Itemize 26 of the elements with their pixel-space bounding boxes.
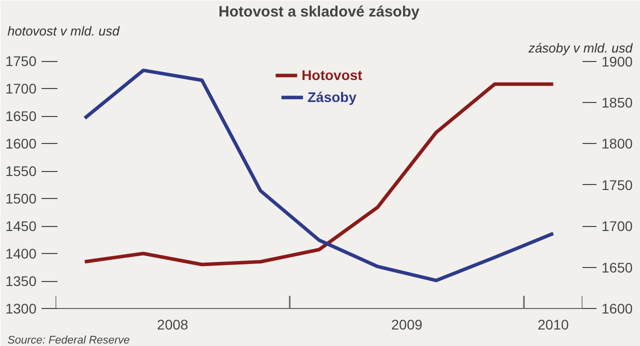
source-note: Source: Federal Reserve xyxy=(8,334,130,346)
x-tick-label: 2009 xyxy=(391,316,423,332)
y2-tick-label: 1600 xyxy=(602,300,633,316)
y-tick-label: 1350 xyxy=(5,273,37,289)
y-tick-label: 1550 xyxy=(5,163,37,179)
y-axis-title: hotovost v mld. usd xyxy=(8,24,120,38)
y-tick-label: 1400 xyxy=(5,246,37,262)
legend-label: Zásoby xyxy=(307,89,357,105)
y2-tick-label: 1750 xyxy=(602,176,633,193)
y-tick-label: 1700 xyxy=(5,80,37,96)
y-tick-label: 1750 xyxy=(5,53,37,69)
x-tick-label: 2010 xyxy=(538,316,570,332)
y-tick-label: 1650 xyxy=(5,108,37,124)
y2-tick-label: 1900 xyxy=(602,53,633,70)
x-tick-label: 2008 xyxy=(157,316,188,332)
y2-tick-label: 1650 xyxy=(602,259,633,276)
y2-axis-title: zásoby v mld. usd xyxy=(527,40,634,56)
y2-tick-label: 1800 xyxy=(602,136,633,152)
chart-title: Hotovost a skladové zásoby xyxy=(218,4,420,20)
y2-tick-label: 1700 xyxy=(602,218,633,234)
y-tick-label: 1600 xyxy=(5,136,37,152)
y-tick-label: 1500 xyxy=(5,190,37,206)
y-tick-label: 1300 xyxy=(5,300,37,316)
legend-label: Hotovost xyxy=(302,67,362,83)
y2-tick-label: 1850 xyxy=(602,94,633,110)
y-tick-label: 1450 xyxy=(5,218,37,234)
